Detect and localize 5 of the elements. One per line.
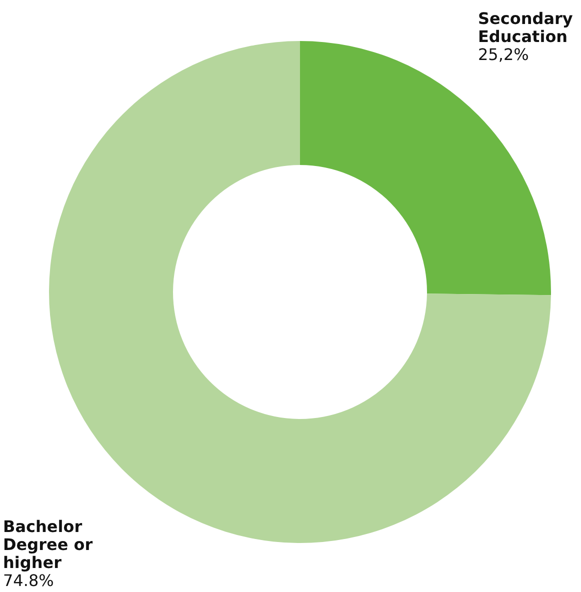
slice-label: Secondary Education — [478, 9, 574, 46]
slice-label: Bachelor Degree or higher — [3, 517, 93, 572]
donut-slice — [300, 41, 551, 296]
data-label: 25,2% — [478, 45, 529, 64]
data-label: 74.8% — [3, 571, 54, 590]
